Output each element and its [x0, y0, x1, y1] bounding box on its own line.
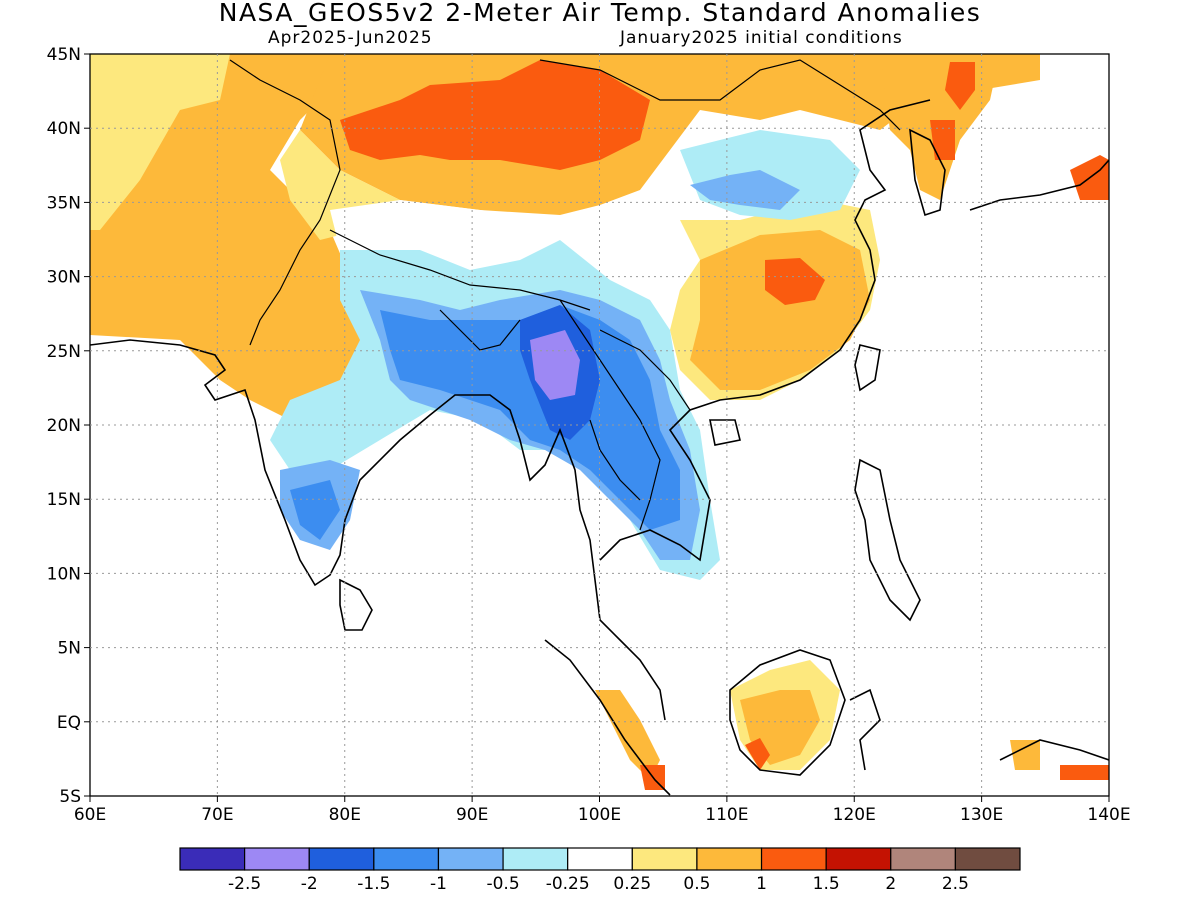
colorbar-swatch — [373, 847, 440, 871]
lat-label: 20N — [47, 416, 81, 436]
lat-label: 15N — [47, 490, 81, 510]
lat-label: 40N — [47, 119, 81, 139]
map-title: NASA_GEOS5v2 2-Meter Air Temp. Standard … — [218, 0, 982, 27]
lat-label: 5N — [57, 639, 81, 659]
colorbar-label: -1.5 — [357, 874, 390, 894]
lat-label: 5S — [59, 787, 81, 807]
colorbar-swatch — [437, 847, 504, 871]
colorbar-label: 2 — [885, 874, 896, 894]
colorbar-swatch — [696, 847, 763, 871]
lon-label: 140E — [1087, 805, 1130, 825]
colorbar — [179, 847, 1021, 871]
lon-label: 60E — [74, 805, 106, 825]
latitude-labels: 45N 40N 35N 30N 25N 20N 15N 10N 5N EQ 5S — [47, 45, 81, 807]
colorbar-label: -1 — [430, 874, 447, 894]
lon-label: 80E — [329, 805, 361, 825]
colorbar-labels: -2.5 -2 -1.5 -1 -0.5 -0.25 0.25 0.5 1 1.5 2 2.5 — [228, 874, 969, 894]
colorbar-label: -0.5 — [486, 874, 519, 894]
colorbar-swatch — [179, 847, 246, 871]
lon-label: 70E — [201, 805, 233, 825]
colorbar-swatch — [502, 847, 569, 871]
lat-label: 35N — [47, 193, 81, 213]
colorbar-swatch — [244, 847, 310, 871]
colorbar-swatch — [308, 847, 375, 871]
colorbar-label: -0.25 — [546, 874, 590, 894]
initial-conditions: January2025 initial conditions — [620, 28, 903, 48]
colorbar-label: -2.5 — [228, 874, 261, 894]
colorbar-label: 0.5 — [683, 874, 710, 894]
colorbar-swatch — [825, 847, 892, 871]
colorbar-label: 0.25 — [613, 874, 651, 894]
colorbar-label: 1.5 — [813, 874, 840, 894]
lat-label: 10N — [47, 564, 81, 584]
lat-label: EQ — [57, 713, 81, 733]
lon-label: 130E — [960, 805, 1003, 825]
colorbar-label: 2.5 — [942, 874, 969, 894]
lat-label: 25N — [47, 342, 81, 362]
colorbar-swatch — [631, 847, 698, 871]
coastlines — [90, 99, 1109, 796]
colorbar-swatch — [890, 847, 956, 871]
gridlines — [84, 53, 1110, 802]
country-borders — [229, 59, 901, 531]
lat-label: 30N — [47, 268, 81, 288]
colorbar-swatch — [567, 847, 633, 871]
lon-label: 110E — [705, 805, 748, 825]
colorbar-label: -2 — [301, 874, 318, 894]
lon-label: 100E — [578, 805, 621, 825]
lon-label: 90E — [456, 805, 488, 825]
longitude-labels: 60E 70E 80E 90E 100E 110E 120E 130E 140E — [74, 805, 1131, 825]
colorbar-swatch — [760, 847, 827, 871]
lat-label: 45N — [47, 45, 81, 65]
lon-label: 120E — [833, 805, 876, 825]
colorbar-swatch — [954, 847, 1021, 871]
colorbar-label: 1 — [756, 874, 767, 894]
forecast-period: Apr2025-Jun2025 — [268, 28, 433, 48]
